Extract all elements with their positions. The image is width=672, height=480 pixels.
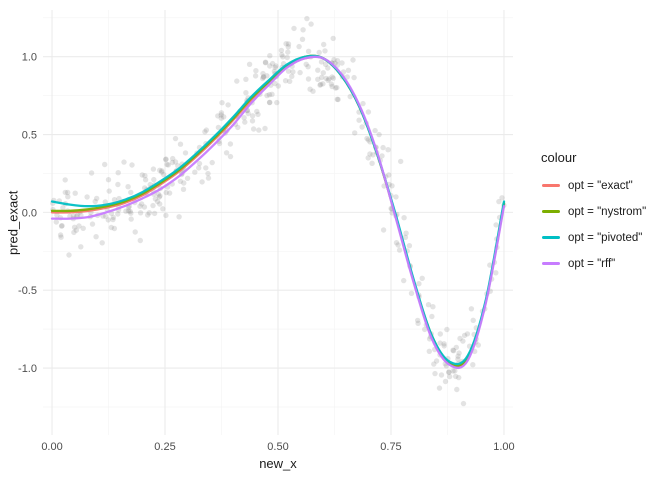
legend-key-line-icon [541,229,561,246]
legend-item-label: opt = "nystrom" [568,205,647,218]
series-line-2 [50,54,506,366]
legend-key-line-icon [541,177,561,194]
legend-item-label: opt = "pivoted" [568,231,643,244]
y-tick-label: -0.5 [18,285,37,297]
grid-major [43,10,513,435]
legend-item-1: opt = "nystrom" [541,203,646,220]
legend-item-2: opt = "pivoted" [541,229,646,246]
y-tick-label: 0.0 [22,207,37,219]
legend-items: opt = "exact" opt = "nystrom" opt = "pivot… [541,177,646,272]
y-axis-title: pred_exact [5,190,21,255]
x-tick-label: 0.50 [267,441,288,453]
x-tick-label: 0.75 [380,441,401,453]
legend-item-0: opt = "exact" [541,177,646,194]
legend-title: colour [541,150,577,165]
y-tick-label: -1.0 [18,363,37,375]
legend-key-line-icon [541,203,561,220]
legend-item-label: opt = "rff" [568,257,616,270]
x-tick-label: 0.00 [41,441,62,453]
series-line-3 [50,55,506,370]
series-lines [50,54,506,370]
legend: colour opt = "exact" opt = "nystrom" opt =… [541,150,646,281]
legend-item-label: opt = "exact" [568,179,633,192]
y-tick-label: 1.0 [22,52,37,64]
legend-item-3: opt = "rff" [541,255,646,272]
x-tick-label: 0.25 [154,441,175,453]
x-tick-labels: 0.00 0.25 0.50 0.75 1.00 [41,441,514,453]
x-tick-label: 1.00 [493,441,514,453]
legend-key-color [542,210,560,213]
y-tick-labels: 1.0 0.5 0.0 -0.5 -1.0 [18,52,37,375]
legend-key-color [542,236,560,239]
legend-key-line-icon [541,255,561,272]
x-axis-title: new_x [259,456,297,471]
legend-key-color [542,262,560,265]
legend-key-color [542,184,560,187]
y-tick-label: 0.5 [22,130,37,142]
